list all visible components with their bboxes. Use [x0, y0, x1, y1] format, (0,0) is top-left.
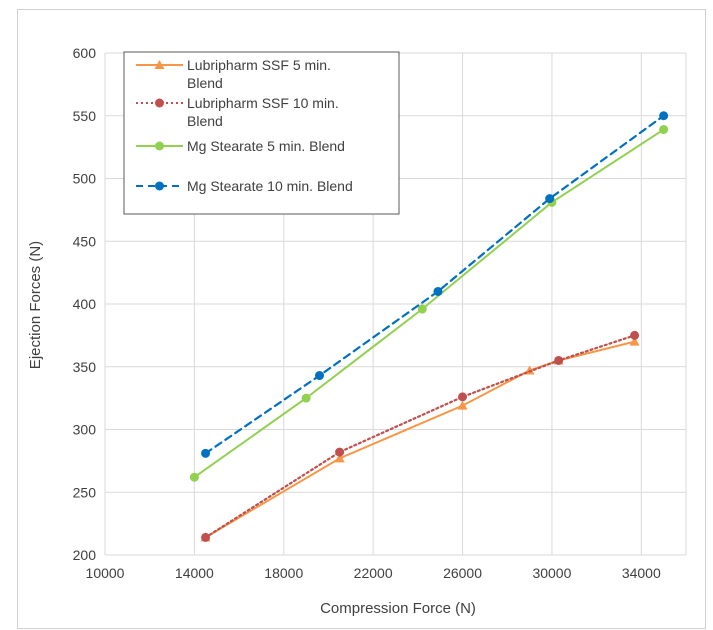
legend-entry: Mg Stearate 5 min. Blend	[136, 138, 345, 154]
data-point	[334, 453, 345, 463]
x-tick-label: 34000	[622, 565, 661, 581]
series-1	[200, 336, 640, 542]
data-point	[545, 194, 555, 204]
series-3	[189, 125, 669, 482]
y-tick-label: 500	[73, 171, 97, 187]
data-point	[301, 393, 311, 403]
data-point	[630, 330, 640, 340]
y-tick-label: 400	[73, 296, 97, 312]
legend-label: Lubripharm SSF 5 min.	[187, 57, 331, 73]
x-tick-label: 10000	[86, 565, 125, 581]
x-tick-label: 14000	[175, 565, 214, 581]
x-tick-label: 26000	[443, 565, 482, 581]
legend-label: Lubripharm SSF 10 min.	[187, 95, 339, 111]
data-point	[201, 448, 211, 458]
legend-label: Blend	[187, 113, 223, 129]
x-tick-label: 18000	[264, 565, 303, 581]
x-tick-label: 22000	[354, 565, 393, 581]
data-point	[433, 286, 443, 296]
y-tick-label: 300	[73, 422, 97, 438]
legend-box	[123, 51, 400, 215]
legend-swatch-marker	[155, 98, 164, 108]
legend-swatch-marker	[154, 60, 165, 69]
data-point	[201, 532, 211, 542]
series-2	[201, 330, 640, 542]
legend-label: Mg Stearate 5 min. Blend	[187, 138, 345, 154]
data-point	[629, 336, 640, 346]
legend-swatch-marker	[155, 181, 164, 191]
series-line	[204, 334, 636, 539]
legend-entry: Mg Stearate 10 min. Blend	[136, 178, 353, 194]
legend-entry: Lubripharm SSF 5 min. Blend	[136, 57, 331, 91]
data-point	[335, 447, 345, 457]
series-layer	[189, 111, 669, 542]
y-tick-label: 350	[73, 359, 97, 375]
x-axis-title: Compression Force (N)	[320, 600, 476, 617]
data-point	[189, 472, 199, 482]
series-line	[204, 340, 636, 539]
y-tick-label: 250	[73, 484, 97, 500]
legend-label: Mg Stearate 10 min. Blend	[187, 178, 353, 194]
legend-label: Blend	[187, 75, 223, 91]
data-point	[458, 392, 468, 402]
y-axis-title: Ejection Forces (N)	[27, 241, 44, 369]
data-point	[457, 400, 468, 410]
data-point	[659, 125, 669, 135]
y-axis-ticks: 200 250 300 350 400 450 500 550 600	[73, 45, 97, 563]
y-tick-label: 450	[73, 233, 97, 249]
data-point	[554, 355, 564, 365]
legend-swatch-marker	[155, 141, 164, 151]
y-tick-label: 200	[73, 547, 97, 563]
data-point	[417, 304, 427, 314]
data-point	[659, 111, 669, 121]
y-tick-label: 550	[73, 108, 97, 124]
y-tick-label: 600	[73, 45, 97, 61]
legend-entry: Lubripharm SSF 10 min. Blend	[136, 95, 339, 129]
series-4	[201, 111, 669, 458]
data-point	[315, 371, 325, 381]
x-axis-ticks: 10000 14000 18000 22000 26000 30000 34000	[86, 565, 661, 581]
x-tick-label: 30000	[532, 565, 571, 581]
